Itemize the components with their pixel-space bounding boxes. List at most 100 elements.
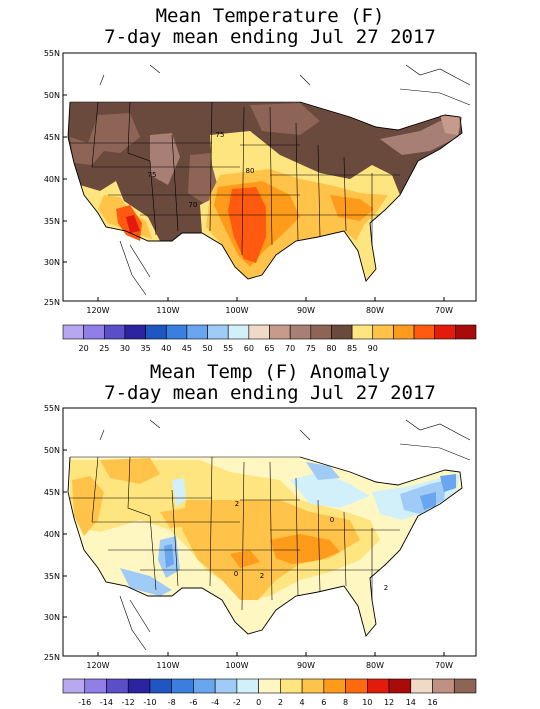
lon-label: 110W [156,661,179,670]
legend-label: 25 [99,344,109,353]
legend-label: 65 [264,344,274,353]
lon-label: 100W [225,306,248,315]
lat-label: 25N [44,298,60,307]
legend-label: 40 [161,344,171,353]
lat-label: 35N [44,217,60,226]
legend-swatch [104,324,126,340]
legend-swatch [323,678,346,694]
legend-swatch [248,324,270,340]
legend-label: -2 [233,698,241,707]
legend-swatch [236,678,259,694]
legend-label: 16 [427,698,437,707]
legend-label: -8 [168,698,176,707]
map2-lat-labels: 55N 50N 45N 40N 35N 30N 25N [44,404,60,662]
lat-label: 45N [44,133,60,142]
lat-label: 40N [44,530,60,539]
map1-title-line1: Mean Temperature (F) [155,5,385,27]
legend-label: 55 [223,344,233,353]
legend-label: 90 [368,344,378,353]
legend-swatch [62,678,86,694]
lat-label: 55N [44,404,60,413]
legend-swatch [127,678,151,694]
legend-label: 60 [244,344,254,353]
legend-swatch [214,678,238,694]
legend-label: -12 [122,698,135,707]
legend-swatch [351,324,374,340]
map1-title-line2: 7-day mean ending Jul 27 2017 [104,26,436,48]
lon-label: 80W [366,661,384,670]
legend-label: 6 [321,698,326,707]
contour-label: 0 [234,570,238,578]
map1-lat-labels: 55N 50N 45N 40N 35N 30N 25N [44,49,60,307]
legend-label: 20 [79,344,89,353]
map2-legend-labels: -16 -14 -12 -10 -8 -6 -4 -2 0 2 4 6 8 10 12 14 16 [78,698,437,707]
legend-swatch [393,324,415,340]
legend-label: 75 [306,344,316,353]
legend-swatch [410,678,433,694]
lon-label: 70W [435,306,453,315]
legend-swatch [289,324,312,340]
lon-label: 80W [366,306,384,315]
lon-label: 100W [225,661,248,670]
legend-label: 0 [256,698,261,707]
legend-swatch [227,324,250,340]
contour-label: 75 [216,131,225,139]
map1-legend [62,324,477,340]
legend-label: 2 [278,698,283,707]
contour-label: 0 [330,516,334,524]
legend-label: -6 [189,698,197,707]
legend-label: 8 [343,698,348,707]
legend-label: 4 [300,698,305,707]
legend-swatch [84,678,107,694]
legend-swatch [83,324,105,340]
legend-label: -14 [100,698,113,707]
legend-swatch [207,324,229,340]
lat-label: 30N [44,613,60,622]
lon-label: 110W [156,306,179,315]
legend-swatch [149,678,172,694]
map2-lon-labels: 120W 110W 100W 90W 80W 70W [86,661,453,670]
legend-swatch [434,324,456,340]
lon-label: 120W [86,306,109,315]
lat-label: 25N [44,653,60,662]
legend-label: 30 [120,344,130,353]
map1-lon-labels: 120W 110W 100W 90W 80W 70W [86,306,453,315]
legend-label: 80 [326,344,336,353]
legend-swatch [280,678,303,694]
legend-label: 14 [406,698,416,707]
lon-label: 90W [297,661,315,670]
lon-label: 120W [86,661,109,670]
legend-swatch [372,324,394,340]
legend-swatch [193,678,216,694]
legend-label: -10 [143,698,156,707]
map2-panel: 55N 50N 45N 40N 35N 30N 25N 120W 110W 10… [44,404,477,707]
legend-swatch [367,678,390,694]
legend-swatch [301,678,325,694]
legend-swatch [145,324,167,340]
lat-label: 50N [44,91,60,100]
legend-label: 50 [202,344,212,353]
map2-title-line1: Mean Temp (F) Anomaly [149,361,391,383]
contour-label: 2 [384,584,388,592]
legend-swatch [258,678,281,694]
contour-label: 80 [246,167,255,175]
legend-swatch [62,324,84,340]
legend-label: 45 [182,344,192,353]
legend-label: -4 [211,698,219,707]
lat-label: 35N [44,572,60,581]
legend-swatch [388,678,412,694]
legend-label: 35 [141,344,151,353]
lat-label: 30N [44,258,60,267]
legend-swatch [413,324,435,340]
legend-label: 10 [362,698,372,707]
legend-label: 85 [347,344,357,353]
map2-coastline [67,456,463,637]
lon-label: 90W [297,306,315,315]
lon-label: 70W [435,661,453,670]
lat-label: 45N [44,488,60,497]
contour-label: 70 [189,201,198,209]
legend-swatch [310,324,332,340]
legend-swatch [269,324,291,340]
legend-swatch [186,324,208,340]
legend-label: 12 [384,698,394,707]
